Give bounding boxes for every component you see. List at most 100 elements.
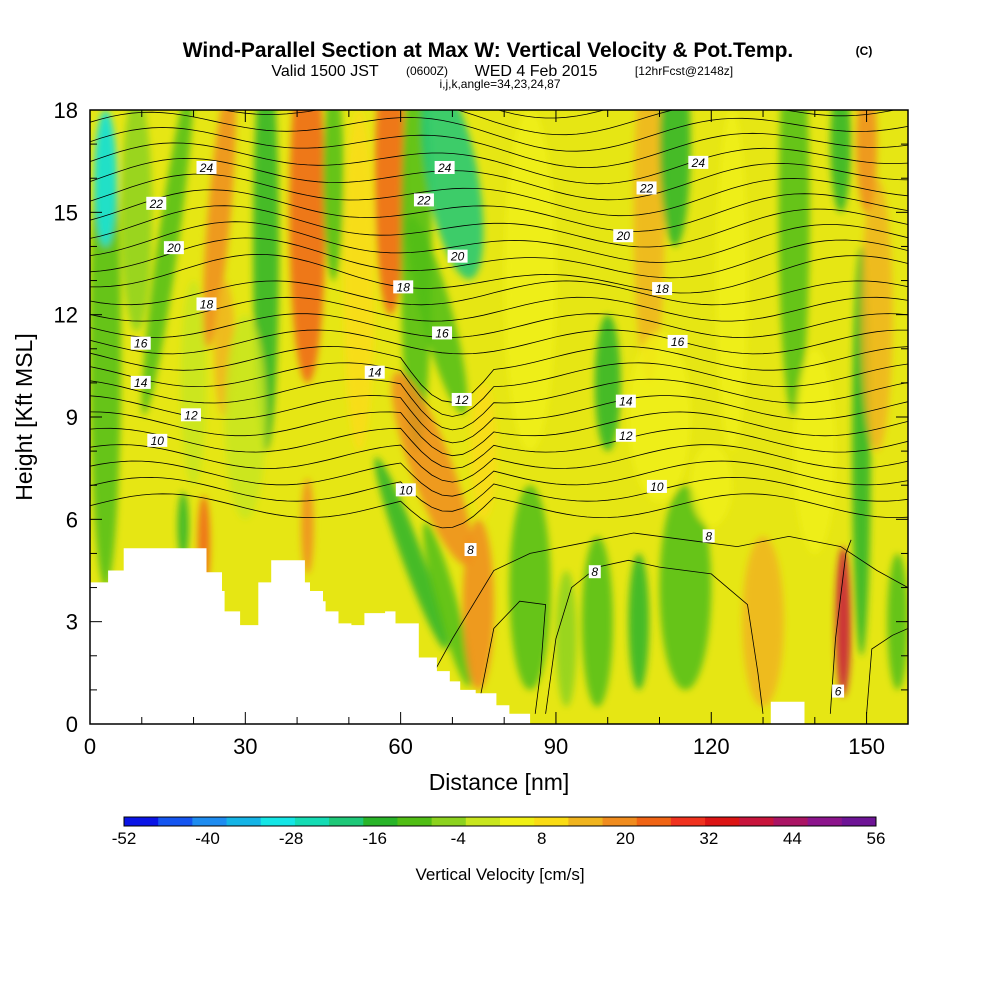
- svg-text:24: 24: [691, 156, 706, 170]
- isentrope-label: 14: [364, 365, 385, 380]
- isentrope-label: 20: [613, 229, 634, 243]
- colorbar-tick-label: 44: [783, 829, 802, 848]
- velocity-cell: [289, 110, 326, 383]
- y-tick-label: 15: [54, 200, 78, 225]
- velocity-cell: [202, 110, 236, 349]
- subtitle-valid: Valid 1500 JST: [271, 63, 379, 80]
- svg-text:14: 14: [368, 366, 382, 380]
- y-tick-label: 12: [54, 303, 78, 328]
- svg-text:20: 20: [450, 250, 465, 264]
- colorbar-swatch: [192, 817, 228, 826]
- y-tick-label: 9: [66, 405, 78, 430]
- svg-text:8: 8: [467, 543, 474, 557]
- velocity-cell: [861, 178, 893, 452]
- colorbar-swatch: [568, 817, 604, 826]
- velocity-cell: [121, 110, 153, 332]
- svg-text:14: 14: [619, 395, 633, 409]
- colorbar-swatch: [465, 817, 501, 826]
- colorbar-swatch: [670, 817, 706, 826]
- isentrope-labels: 24 22 20 18 16 14 12 10 24 22 20 18 16 14 12 10 8 8 24 22 20…: [130, 155, 845, 699]
- colorbar-tick-label: 32: [699, 829, 718, 848]
- velocity-cell: [628, 553, 650, 690]
- y-axis-label: Height [Kft MSL]: [11, 333, 37, 500]
- colorbar-swatch: [807, 817, 843, 826]
- colorbar-tick-label: 8: [537, 829, 546, 848]
- colorbar-swatch: [534, 817, 569, 826]
- colorbar-swatch: [500, 817, 535, 826]
- chart-title: Wind-Parallel Section at Max W: Vertical…: [183, 39, 794, 62]
- x-axis-label: Distance [nm]: [429, 769, 570, 795]
- colorbar-tick-label: 20: [616, 829, 635, 848]
- isentrope-line: [90, 362, 908, 417]
- isentrope-label: 16: [130, 336, 151, 351]
- svg-text:18: 18: [200, 297, 214, 311]
- isentrope-line: [90, 296, 908, 322]
- isentrope-line: [477, 600, 547, 714]
- colorbar-swatch: [329, 817, 364, 826]
- velocity-cell: [778, 110, 810, 417]
- svg-text:8: 8: [705, 529, 712, 543]
- y-tick-label: 3: [66, 610, 78, 635]
- colorbar-swatch: [397, 817, 433, 826]
- isentrope-label: 22: [636, 181, 657, 195]
- velocity-cell: [374, 457, 448, 650]
- svg-text:16: 16: [134, 337, 148, 351]
- isentrope-label: 24: [434, 160, 455, 175]
- x-tick-label: 90: [544, 734, 568, 759]
- isentrope-lines: [90, 110, 908, 714]
- isentrope-line: [90, 127, 908, 169]
- isentrope-label: 8: [702, 529, 715, 543]
- colorbar-swatch: [124, 817, 159, 826]
- svg-text:14: 14: [134, 376, 148, 390]
- isentrope-label: 8: [588, 565, 601, 579]
- isentrope-label: 18: [652, 282, 673, 296]
- svg-text:16: 16: [435, 326, 449, 340]
- isentrope-label: 10: [646, 479, 667, 494]
- svg-text:22: 22: [149, 197, 164, 211]
- svg-text:10: 10: [399, 483, 413, 497]
- velocity-cell: [716, 110, 748, 452]
- isentrope-line: [90, 395, 908, 444]
- colorbar-tick-label: -52: [112, 829, 137, 848]
- velocity-cell: [462, 519, 494, 690]
- velocity-cell: [509, 485, 551, 690]
- subtitle-utc: (0600Z): [406, 64, 448, 78]
- velocity-cell: [581, 536, 613, 707]
- isentrope-line: [90, 205, 908, 248]
- svg-text:20: 20: [616, 229, 631, 243]
- isentrope-label: 12: [180, 408, 201, 422]
- isentrope-label: 24: [196, 160, 217, 175]
- isentrope-line: [90, 493, 908, 529]
- colorbar-swatch: [773, 817, 809, 826]
- x-axis: 0 30 60 90 120 150: [84, 110, 885, 759]
- velocity-cell: [633, 110, 665, 383]
- y-axis: 0 3 6 9 12 15 18: [54, 98, 908, 737]
- svg-text:6: 6: [835, 685, 842, 699]
- isentrope-label: 6: [832, 684, 845, 699]
- velocity-cell: [406, 215, 468, 414]
- velocity-cell: [555, 570, 577, 707]
- velocity-cell: [628, 331, 691, 503]
- isentrope-label: 14: [615, 394, 636, 409]
- colorbar-tick-label: -40: [195, 829, 220, 848]
- isentrope-label: 12: [615, 428, 636, 443]
- isentrope-line: [90, 476, 908, 512]
- colorbar-swatch: [431, 817, 467, 826]
- colorbar-swatch: [841, 817, 877, 826]
- y-tick-label: 18: [54, 98, 78, 123]
- colorbar-tick-label: -28: [279, 829, 304, 848]
- velocity-cell: [690, 444, 732, 527]
- svg-text:16: 16: [671, 335, 685, 349]
- isentrope-line: [866, 628, 908, 714]
- velocity-cell: [659, 485, 712, 690]
- y-tick-label: 6: [66, 507, 78, 532]
- isentrope-line: [90, 411, 908, 457]
- colorbar-tick-label: -16: [362, 829, 387, 848]
- colorbar-tick-label: 56: [867, 829, 886, 848]
- subtitle-date: WED 4 Feb 2015: [475, 63, 598, 80]
- velocity-cell: [94, 110, 117, 247]
- velocity-cell: [391, 371, 472, 565]
- x-tick-label: 60: [388, 734, 412, 759]
- chart-title-mark: (C): [856, 44, 873, 58]
